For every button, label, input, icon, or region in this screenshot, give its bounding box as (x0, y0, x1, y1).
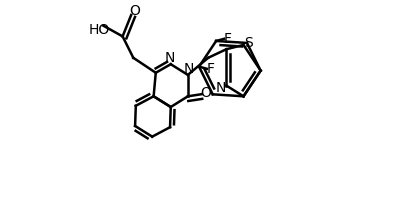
Text: O: O (129, 4, 140, 18)
Text: HO: HO (88, 23, 110, 37)
Text: O: O (200, 86, 211, 100)
Text: F: F (207, 62, 215, 76)
Text: N: N (164, 51, 175, 65)
Text: F: F (224, 32, 232, 46)
Text: N: N (184, 62, 194, 76)
Text: N: N (216, 81, 226, 95)
Text: S: S (245, 36, 253, 50)
